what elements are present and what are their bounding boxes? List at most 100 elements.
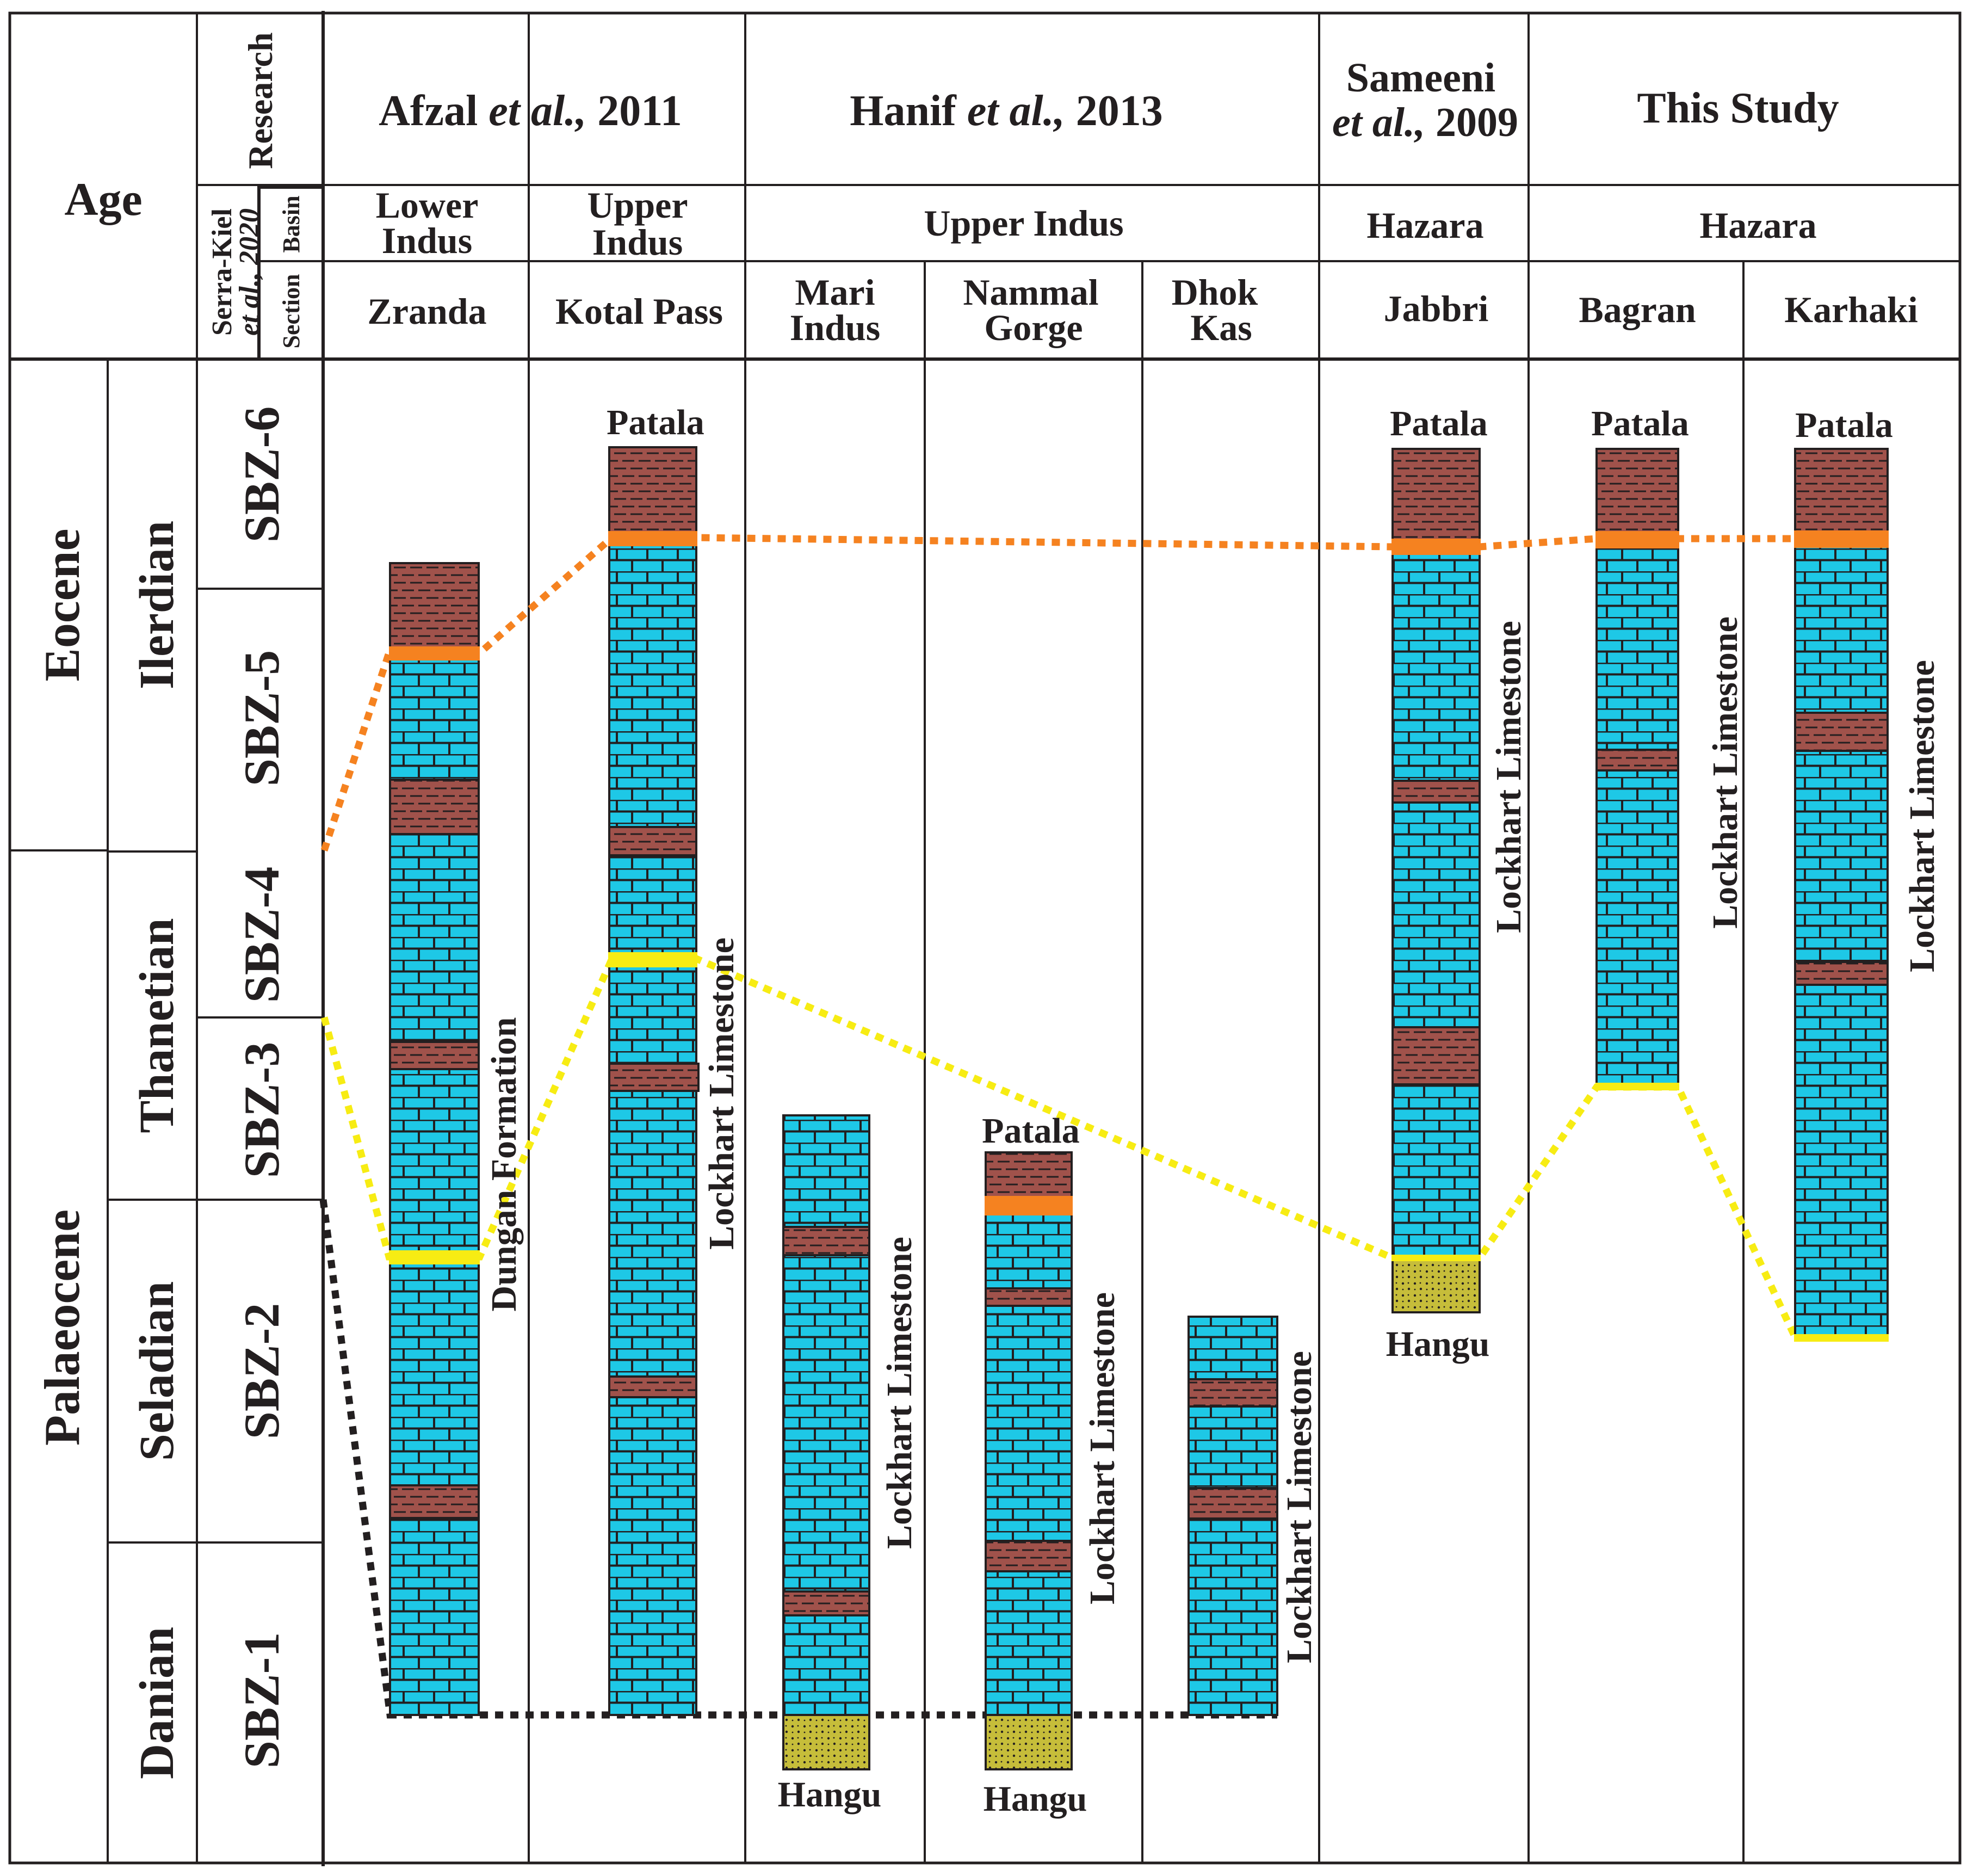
time-scale: Eocene Palaeocene Ilerdian Thanetian Sel… bbox=[34, 406, 289, 1779]
column-kotal-pass bbox=[608, 446, 700, 1716]
shale-layer bbox=[782, 1226, 870, 1256]
section-label: Section bbox=[278, 274, 305, 349]
shale-layer bbox=[1794, 448, 1889, 540]
shale-layer bbox=[1391, 780, 1481, 804]
section-dhok-kas-2: Kas bbox=[1190, 307, 1252, 348]
column-dhok-kas bbox=[1187, 1316, 1278, 1716]
study-sameeni-line1: Sameeni bbox=[1346, 55, 1495, 101]
header: Age Research Serra-Kiel et al., 2020 Bas… bbox=[64, 32, 1918, 348]
shale-layer bbox=[985, 1540, 1073, 1572]
label-patala-karhaki: Patala bbox=[1795, 405, 1893, 445]
shale-layer bbox=[1595, 448, 1679, 540]
study-this: This Study bbox=[1637, 84, 1839, 132]
label-patala-kotal: Patala bbox=[607, 403, 704, 442]
serra-kiel-year: et al., 2020 bbox=[234, 208, 265, 336]
column-bagran bbox=[1595, 448, 1679, 1090]
zone-sbz5: SBZ-5 bbox=[234, 650, 289, 787]
basin-label: Basin bbox=[278, 195, 305, 252]
age-label: Age bbox=[64, 173, 142, 225]
sandstone-layer bbox=[782, 1714, 870, 1770]
label-hangu-nammal: Hangu bbox=[984, 1779, 1087, 1819]
basin-upper-indus-2: Indus bbox=[592, 221, 683, 263]
study-afzal: Afzal et al., 2011 bbox=[379, 87, 682, 135]
research-label: Research bbox=[241, 32, 280, 169]
section-mari-indus-2: Indus bbox=[790, 307, 880, 348]
yellow-marker bbox=[389, 1250, 480, 1264]
shale-layer bbox=[389, 1041, 480, 1070]
study-hanif: Hanif et al., 2013 bbox=[850, 87, 1163, 135]
label-hangu-jabbri: Hangu bbox=[1386, 1324, 1490, 1364]
label-lockhart-kotal: Lockhart Limestone bbox=[702, 937, 741, 1250]
column-mari-indus bbox=[782, 1114, 870, 1770]
label-hangu-mari: Hangu bbox=[778, 1775, 882, 1815]
column-zranda bbox=[389, 562, 480, 1716]
orange-marker bbox=[1794, 530, 1889, 548]
epoch-eocene: Eocene bbox=[34, 528, 90, 681]
basin-upper-indus-1: Upper bbox=[587, 184, 688, 226]
section-bagran: Bagran bbox=[1579, 289, 1696, 330]
yellow-marker bbox=[608, 952, 697, 967]
shale-layer bbox=[782, 1590, 870, 1616]
section-jabbri: Jabbri bbox=[1384, 288, 1489, 329]
shale-layer bbox=[1794, 712, 1889, 752]
label-dungan: Dungan Formation bbox=[484, 1017, 524, 1312]
sandstone-layer bbox=[985, 1714, 1073, 1770]
formation-labels: Patala Patala Patala Patala Patala Hangu… bbox=[484, 403, 1942, 1819]
label-patala-bagran: Patala bbox=[1591, 404, 1689, 443]
basin-lower-indus-2: Indus bbox=[382, 220, 472, 261]
shale-layer bbox=[608, 1063, 700, 1092]
shale-layer bbox=[608, 1375, 697, 1398]
section-kotal-pass: Kotal Pass bbox=[555, 291, 723, 332]
zone-sbz3: SBZ-3 bbox=[234, 1042, 289, 1178]
shale-layer bbox=[389, 1484, 480, 1519]
shale-layer bbox=[1187, 1378, 1278, 1408]
shale-layer bbox=[1794, 961, 1889, 986]
basin-hazara-1: Hazara bbox=[1366, 205, 1483, 246]
stage-thanetian: Thanetian bbox=[130, 918, 184, 1133]
zone-sbz6: SBZ-6 bbox=[234, 406, 289, 543]
label-lockhart-mari: Lockhart Limestone bbox=[880, 1237, 919, 1549]
label-lockhart-dhok: Lockhart Limestone bbox=[1279, 1351, 1319, 1663]
shale-layer bbox=[985, 1287, 1073, 1307]
orange-marker bbox=[985, 1196, 1073, 1215]
basin-upper-indus: Upper Indus bbox=[924, 202, 1123, 244]
section-karhaki: Karhaki bbox=[1784, 289, 1918, 330]
orange-marker bbox=[1595, 531, 1679, 548]
yellow-marker bbox=[1391, 1255, 1481, 1261]
label-lockhart-nammal: Lockhart Limestone bbox=[1083, 1292, 1122, 1605]
yellow-marker bbox=[1595, 1083, 1679, 1090]
shale-layer bbox=[389, 562, 480, 654]
section-zranda: Zranda bbox=[367, 291, 486, 332]
black-correlation bbox=[319, 1199, 1277, 1719]
section-dhok-kas-1: Dhok bbox=[1172, 271, 1258, 313]
label-lockhart-bagran: Lockhart Limestone bbox=[1705, 616, 1745, 929]
epoch-palaeocene: Palaeocene bbox=[34, 1209, 90, 1446]
label-patala-nammal: Patala bbox=[982, 1111, 1080, 1151]
basin-lower-indus-1: Lower bbox=[376, 184, 479, 226]
column-nammal-gorge bbox=[985, 1151, 1073, 1770]
serra-kiel-label: Serra-Kiel bbox=[207, 208, 238, 336]
stage-seladian: Seladian bbox=[130, 1281, 184, 1461]
shale-layer bbox=[1595, 749, 1679, 772]
section-nammal-2: Gorge bbox=[984, 307, 1083, 348]
zone-sbz1: SBZ-1 bbox=[234, 1632, 289, 1769]
section-mari-indus-1: Mari bbox=[795, 271, 875, 313]
orange-marker bbox=[608, 531, 697, 546]
section-nammal-1: Nammal bbox=[963, 271, 1098, 313]
shale-layer bbox=[1391, 1026, 1481, 1085]
basin-hazara-2: Hazara bbox=[1699, 205, 1816, 246]
zone-sbz4: SBZ-4 bbox=[234, 867, 289, 1003]
orange-marker bbox=[389, 646, 480, 661]
label-lockhart-karhaki: Lockhart Limestone bbox=[1902, 660, 1942, 972]
stage-danian: Danian bbox=[130, 1627, 184, 1779]
shale-layer bbox=[1187, 1487, 1278, 1520]
orange-marker bbox=[1391, 539, 1481, 555]
column-karhaki bbox=[1794, 448, 1889, 1342]
shale-layer bbox=[389, 779, 480, 835]
stratigraphic-columns bbox=[389, 446, 1889, 1770]
label-lockhart-jabbri: Lockhart Limestone bbox=[1489, 621, 1529, 933]
stage-ilerdian: Ilerdian bbox=[130, 521, 184, 689]
column-jabbri bbox=[1391, 448, 1481, 1313]
